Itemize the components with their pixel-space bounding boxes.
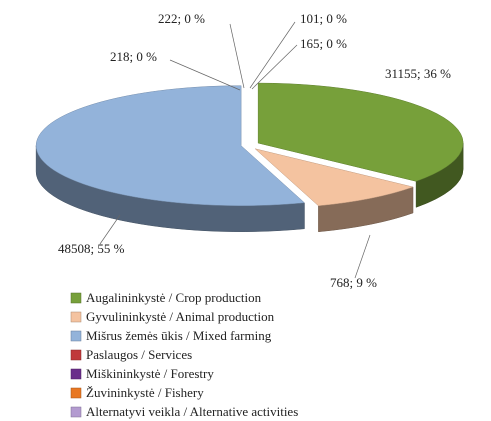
legend-swatch — [70, 311, 82, 323]
legend-swatch — [70, 330, 82, 342]
legend-label: Žuvininkystė / Fishery — [86, 385, 204, 400]
data-label: 48508; 55 % — [58, 241, 125, 256]
leader-line — [249, 21, 296, 89]
legend-label: Paslaugos / Services — [86, 347, 192, 362]
legend-label: Gyvulininkystė / Animal production — [86, 309, 275, 324]
data-label: 165; 0 % — [300, 36, 347, 51]
legend-swatch — [70, 292, 82, 304]
slice — [254, 148, 414, 207]
leader-line — [169, 59, 241, 91]
legend-label: Mišrus žemės ūkis / Mixed farming — [86, 328, 272, 343]
legend-swatch — [70, 406, 82, 418]
legend-label: Miškininkystė / Forestry — [86, 366, 214, 381]
data-label: 218; 0 % — [110, 49, 157, 64]
legend-swatch — [70, 387, 82, 399]
data-label: 768; 9 % — [330, 275, 377, 290]
leader-line — [354, 234, 371, 279]
legend-label: Augalininkystė / Crop production — [86, 290, 262, 305]
leader-line — [251, 44, 298, 90]
slice — [257, 82, 464, 182]
legend-swatch — [70, 368, 82, 380]
leader-line — [99, 214, 121, 245]
leader-line — [229, 23, 245, 89]
slice — [35, 85, 306, 206]
data-label: 31155; 36 % — [385, 66, 451, 81]
legend-swatch — [70, 349, 82, 361]
legend-label: Alternatyvi veikla / Alternative activit… — [86, 404, 298, 419]
data-label: 222; 0 % — [158, 11, 205, 26]
data-label: 101; 0 % — [300, 11, 347, 26]
